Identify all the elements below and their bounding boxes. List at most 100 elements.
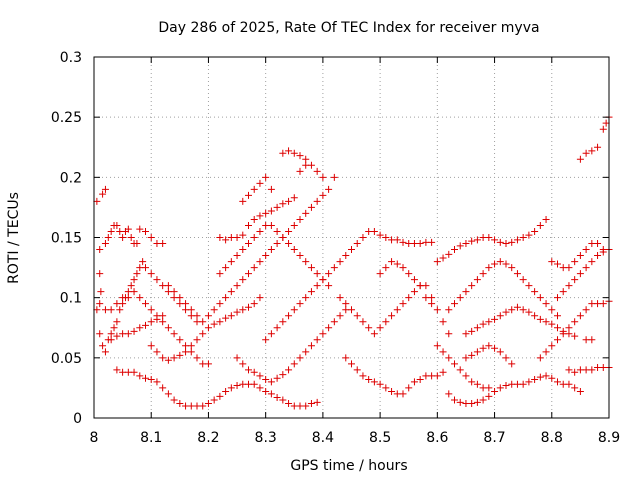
data-point xyxy=(588,336,596,344)
data-point xyxy=(325,185,333,193)
data-point xyxy=(256,258,264,266)
data-point xyxy=(582,149,590,157)
data-point xyxy=(307,400,315,408)
data-point xyxy=(502,240,510,248)
data-point xyxy=(204,324,212,332)
data-point xyxy=(462,240,470,248)
chart-title: Day 286 of 2025, Rate Of TEC Index for r… xyxy=(158,20,539,36)
data-point xyxy=(602,119,610,127)
data-point xyxy=(273,203,281,211)
data-point xyxy=(142,264,149,272)
data-point xyxy=(256,227,264,235)
data-point xyxy=(325,270,333,278)
data-point xyxy=(554,378,561,386)
data-point xyxy=(588,366,596,374)
data-point xyxy=(376,324,384,332)
data-point xyxy=(536,221,544,229)
data-point xyxy=(222,264,230,272)
data-point xyxy=(491,388,499,396)
data-point xyxy=(473,380,481,388)
data-point xyxy=(136,294,144,302)
data-point xyxy=(239,360,247,368)
data-point xyxy=(325,282,333,290)
data-point xyxy=(176,336,184,344)
data-point xyxy=(502,308,510,316)
data-point xyxy=(153,348,161,356)
y-tick-label: 0.1 xyxy=(60,291,82,307)
data-point xyxy=(536,373,544,381)
data-point xyxy=(594,240,602,248)
data-point xyxy=(302,348,310,356)
data-point xyxy=(227,258,235,266)
data-point xyxy=(199,318,207,326)
data-point xyxy=(548,342,556,350)
data-point xyxy=(542,372,550,380)
data-point xyxy=(456,398,464,406)
data-point xyxy=(267,207,275,215)
data-point xyxy=(445,250,453,258)
data-point xyxy=(479,270,487,278)
data-point xyxy=(159,354,167,362)
data-point xyxy=(531,288,539,296)
data-point xyxy=(313,167,321,175)
data-point xyxy=(285,227,293,235)
data-point xyxy=(491,260,499,268)
data-point xyxy=(170,288,178,296)
data-point xyxy=(508,360,516,368)
data-point xyxy=(359,234,367,241)
data-point xyxy=(119,234,127,241)
data-point xyxy=(554,336,561,344)
data-point xyxy=(536,294,544,302)
data-point xyxy=(542,215,550,223)
data-point xyxy=(554,260,561,268)
data-point xyxy=(554,294,561,302)
data-point xyxy=(582,306,590,314)
data-point xyxy=(164,324,172,332)
y-tick-label: 0.15 xyxy=(51,231,82,247)
x-axis-tick-labels: 8 8.1 8.2 8.3 8.4 8.5 8.6 8.7 8.8 8.9 xyxy=(90,430,621,446)
x-tick-label: 8.5 xyxy=(369,430,391,446)
data-point xyxy=(279,396,287,404)
data-point xyxy=(290,360,298,368)
data-point xyxy=(519,276,527,284)
data-point xyxy=(525,231,533,239)
data-point xyxy=(565,366,573,374)
data-point xyxy=(451,360,458,368)
data-point xyxy=(233,234,241,241)
data-point xyxy=(405,294,413,302)
data-point xyxy=(439,254,447,262)
data-point xyxy=(239,231,247,239)
data-point xyxy=(267,390,275,398)
data-point xyxy=(342,354,350,362)
data-point xyxy=(107,330,115,338)
data-point xyxy=(296,300,304,308)
data-point xyxy=(147,375,155,383)
data-point xyxy=(193,312,201,320)
y-axis-tick-labels: 0 0.05 0.1 0.15 0.2 0.25 0.3 xyxy=(51,50,82,427)
data-point xyxy=(582,264,590,272)
data-point xyxy=(267,330,275,338)
data-point xyxy=(496,348,504,356)
data-point xyxy=(531,227,539,235)
data-point xyxy=(342,252,350,260)
data-point xyxy=(439,348,447,356)
data-point xyxy=(107,336,115,344)
data-point xyxy=(479,396,487,404)
data-point xyxy=(245,303,252,311)
data-point xyxy=(410,288,418,296)
data-point xyxy=(170,330,178,338)
data-point xyxy=(245,240,252,248)
data-point xyxy=(513,303,521,311)
data-point xyxy=(262,173,270,181)
data-point xyxy=(502,382,510,390)
data-point xyxy=(142,227,149,235)
data-point xyxy=(313,270,321,278)
data-point xyxy=(199,330,207,338)
data-point xyxy=(422,294,430,302)
data-point xyxy=(416,375,424,383)
data-point xyxy=(508,238,516,246)
data-point xyxy=(502,260,510,268)
data-point xyxy=(571,332,579,340)
data-point xyxy=(113,332,121,340)
data-point xyxy=(256,384,264,392)
